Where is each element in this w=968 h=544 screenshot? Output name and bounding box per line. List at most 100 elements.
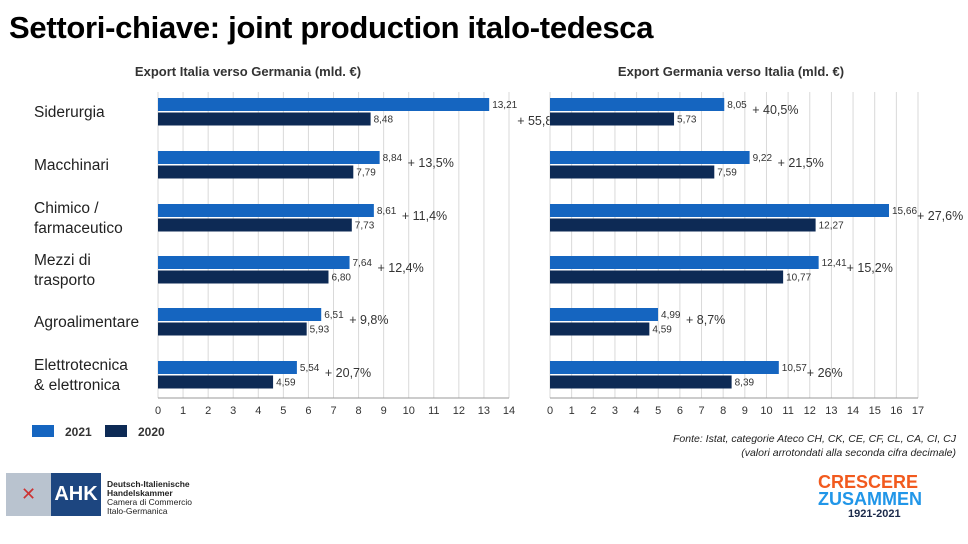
data-label: 4,99 [661, 310, 681, 321]
x-tick-label: 9 [381, 405, 387, 417]
bar-2021 [550, 308, 659, 321]
growth-label: + 27,6% [917, 209, 963, 223]
bar-2020 [158, 112, 371, 126]
bar-2020 [550, 375, 732, 389]
data-label: 8,84 [383, 153, 403, 164]
data-label: 10,77 [786, 273, 811, 284]
data-label: 6,51 [324, 310, 344, 321]
chart-title: Export Germania verso Italia (mld. €) [618, 64, 844, 79]
x-tick-label: 8 [720, 405, 726, 417]
x-tick-label: 12 [453, 405, 465, 417]
x-tick-label: 6 [305, 405, 311, 417]
category-label: Elettrotecnica [34, 357, 128, 374]
growth-label: + 40,5% [752, 103, 798, 117]
data-label: 12,27 [819, 221, 844, 232]
data-label: 8,61 [377, 206, 397, 217]
x-tick-label: 13 [825, 405, 837, 417]
x-tick-label: 15 [869, 405, 881, 417]
category-label: Agroalimentare [34, 314, 139, 331]
category-label: Macchinari [34, 157, 109, 174]
growth-label: + 15,2% [847, 261, 893, 275]
bar-2021 [550, 151, 750, 164]
growth-label: + 21,5% [778, 156, 824, 170]
page-title: Settori-chiave: joint production italo-t… [9, 10, 654, 45]
data-label: 9,22 [753, 153, 773, 164]
bar-2020 [158, 270, 329, 284]
category-label: & elettronica [34, 377, 121, 394]
x-tick-label: 1 [180, 405, 186, 417]
bar-2020 [158, 165, 354, 179]
data-label: 8,39 [735, 378, 755, 389]
ahk-logo-text: AHK [51, 473, 101, 516]
bar-2021 [550, 204, 889, 217]
x-tick-label: 8 [356, 405, 362, 417]
growth-label: + 26% [807, 366, 843, 380]
bar-2021 [158, 308, 322, 321]
ahk-logo: ✕ AHK [6, 473, 101, 516]
legend-label: 2020 [138, 425, 165, 439]
x-tick-label: 1 [569, 405, 575, 417]
cz-line: CRESCERE [818, 472, 919, 492]
bar-2020 [158, 218, 352, 232]
source-line: Fonte: Istat, categorie Ateco CH, CK, CE… [672, 433, 956, 445]
bar-2021 [158, 151, 380, 164]
x-tick-label: 4 [634, 405, 640, 417]
x-tick-label: 0 [547, 405, 553, 417]
x-tick-label: 0 [155, 405, 161, 417]
x-tick-label: 12 [804, 405, 816, 417]
cz-line: 1921-2021 [848, 508, 901, 520]
x-tick-label: 9 [742, 405, 748, 417]
bar-2021 [550, 361, 779, 374]
source-line: (valori arrotondati alla seconda cifra d… [741, 447, 956, 459]
ahk-line: Deutsch-Italienische [107, 479, 190, 489]
x-tick-label: 3 [230, 405, 236, 417]
ahk-line: Camera di Commercio [107, 497, 193, 507]
growth-label: + 12,4% [378, 261, 424, 275]
crescere-zusammen-logo: CRESCERE ZUSAMMEN 1921-2021 [818, 472, 922, 520]
x-tick-label: 10 [403, 405, 415, 417]
growth-label: + 13,5% [408, 156, 454, 170]
x-tick-label: 7 [330, 405, 336, 417]
ahk-name: Deutsch-Italienische Handelskammer Camer… [107, 480, 192, 516]
bar-2020 [158, 375, 274, 389]
x-tick-label: 7 [698, 405, 704, 417]
x-tick-label: 13 [478, 405, 490, 417]
category-label: Chimico / [34, 200, 99, 217]
bar-2020 [550, 218, 816, 232]
bar-2020 [550, 322, 650, 336]
data-label: 7,64 [353, 258, 373, 269]
x-tick-label: 5 [280, 405, 286, 417]
bar-2021 [550, 256, 819, 269]
bar-2020 [550, 165, 715, 179]
x-tick-label: 14 [503, 405, 515, 417]
category-label: farmaceutico [34, 220, 123, 237]
legend-label: 2021 [65, 425, 92, 439]
bar-2020 [158, 322, 307, 336]
ahk-line: Handelskammer [107, 488, 173, 498]
growth-label: + 8,7% [686, 313, 725, 327]
bar-2021 [550, 98, 725, 111]
ahk-emblem-icon: ✕ [6, 473, 51, 516]
x-tick-label: 11 [428, 405, 439, 417]
source-note: Fonte: Istat, categorie Ateco CH, CK, CE… [673, 432, 956, 460]
x-tick-label: 4 [255, 405, 261, 417]
ahk-line: Italo-Germanica [107, 506, 168, 516]
bar-2021 [158, 98, 490, 111]
data-label: 8,05 [727, 100, 747, 111]
bar-2021 [158, 204, 374, 217]
growth-label: + 20,7% [325, 366, 371, 380]
category-label: Mezzi di [34, 252, 91, 269]
category-label: trasporto [34, 272, 95, 289]
x-tick-label: 5 [655, 405, 661, 417]
data-label: 13,21 [492, 100, 517, 111]
x-tick-label: 6 [677, 405, 683, 417]
chart-title: Export Italia verso Germania (mld. €) [135, 64, 361, 79]
data-label: 7,59 [717, 168, 737, 179]
bar-2021 [158, 361, 297, 374]
category-label: Siderurgia [34, 104, 105, 121]
growth-label: + 9,8% [349, 313, 388, 327]
bar-2021 [158, 256, 350, 269]
data-label: 5,93 [310, 325, 330, 336]
data-label: 7,73 [355, 221, 375, 232]
